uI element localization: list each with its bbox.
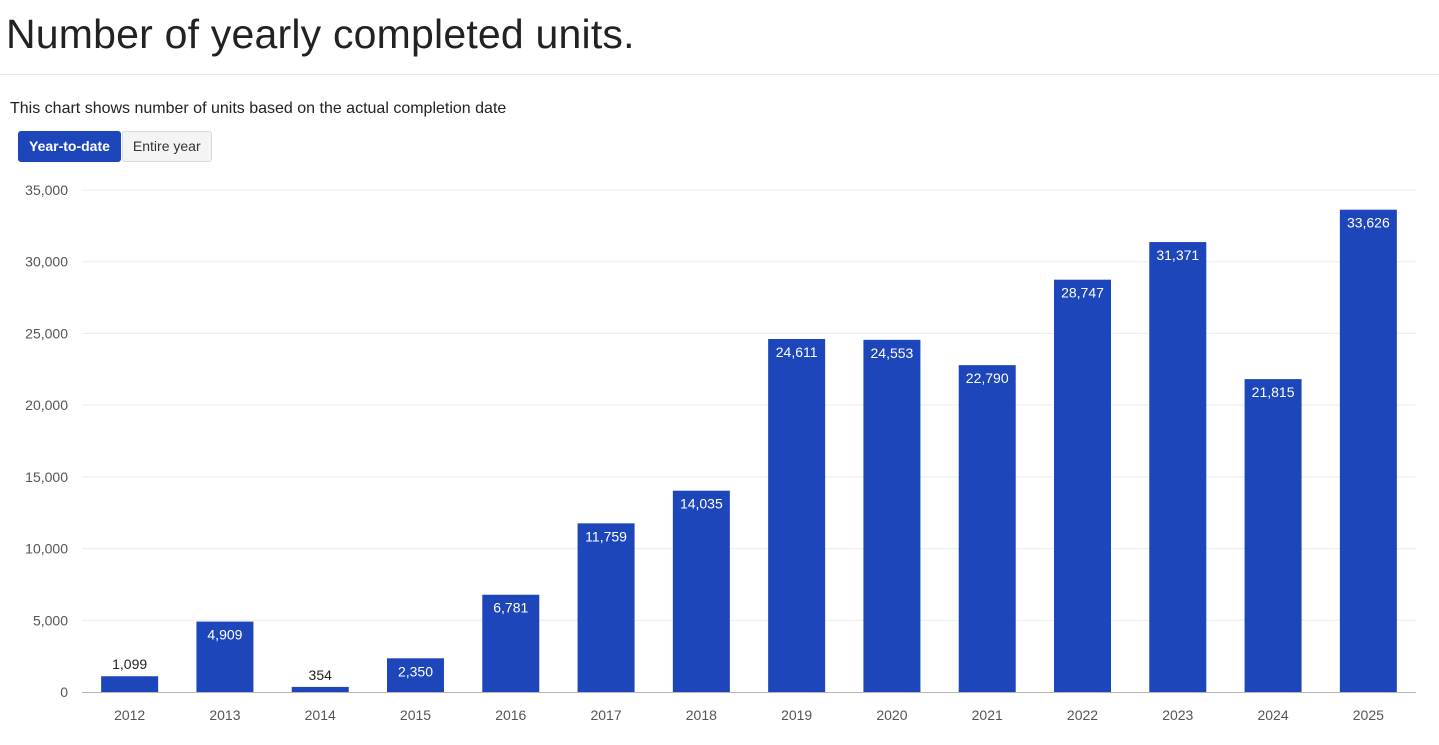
y-tick-label: 0 — [60, 684, 68, 700]
bar-value-label: 22,790 — [966, 370, 1009, 386]
entire-year-button[interactable]: Entire year — [121, 131, 212, 162]
y-tick-label: 25,000 — [25, 325, 68, 341]
bar-value-label: 6,781 — [493, 600, 528, 616]
bar-2024[interactable] — [1244, 379, 1302, 692]
year-to-date-button[interactable]: Year-to-date — [18, 131, 121, 162]
bar-value-label: 24,611 — [776, 344, 818, 360]
x-tick-label: 2016 — [495, 707, 526, 723]
bar-value-label: 28,747 — [1061, 285, 1104, 301]
bar-value-label: 31,371 — [1156, 247, 1199, 263]
bar-2014[interactable] — [291, 686, 349, 692]
bar-value-label: 24,553 — [871, 345, 914, 361]
y-tick-label: 10,000 — [25, 541, 68, 557]
y-tick-label: 15,000 — [25, 469, 68, 485]
x-tick-label: 2014 — [305, 707, 336, 723]
bar-2025[interactable] — [1339, 209, 1397, 692]
y-axis-ticks: 0 5,000 10,000 15,000 20,000 25,000 30,000 35,0… — [25, 182, 68, 700]
bars — [101, 209, 1397, 692]
x-tick-label: 2022 — [1067, 707, 1098, 723]
bar-value-label: 11,759 — [585, 528, 627, 544]
y-tick-label: 5,000 — [33, 612, 68, 628]
x-tick-label: 2012 — [114, 707, 145, 723]
x-tick-label: 2020 — [876, 707, 907, 723]
bar-value-label: 4,909 — [207, 627, 242, 643]
bar-2012[interactable] — [101, 676, 159, 692]
bar-2023[interactable] — [1149, 242, 1207, 692]
bar-value-labels: 1,099 4,909 354 2,350 6,781 11,759 14,035 24,61… — [112, 215, 1390, 683]
bar-2020[interactable] — [863, 339, 921, 692]
bar-2019[interactable] — [768, 339, 826, 692]
x-tick-label: 2025 — [1353, 707, 1384, 723]
x-tick-label: 2019 — [781, 707, 812, 723]
bar-2022[interactable] — [1054, 279, 1111, 692]
y-tick-label: 20,000 — [25, 397, 68, 413]
x-tick-label: 2024 — [1257, 707, 1288, 723]
y-tick-label: 30,000 — [25, 254, 68, 270]
bar-value-label: 21,815 — [1252, 384, 1295, 400]
period-toggle: Year-to-date Entire year — [18, 131, 212, 162]
chart-description: This chart shows number of units based o… — [10, 100, 507, 117]
title-divider — [0, 74, 1439, 75]
y-tick-label: 35,000 — [25, 182, 68, 198]
bar-2018[interactable] — [672, 490, 730, 692]
x-tick-label: 2023 — [1162, 707, 1193, 723]
bar-2016[interactable] — [482, 594, 540, 692]
bar-2015[interactable] — [387, 658, 444, 692]
grid-lines — [82, 189, 1416, 621]
bar-value-label: 2,350 — [398, 663, 433, 679]
x-tick-label: 2018 — [686, 707, 717, 723]
bar-2013[interactable] — [196, 621, 254, 692]
x-axis-ticks: 2012 2013 2014 2015 2016 2017 2018 2019 2020 2021… — [114, 707, 1384, 723]
bar-chart: 0 5,000 10,000 15,000 20,000 25,000 30,000 35,0… — [25, 182, 1416, 723]
bar-value-label: 14,035 — [680, 496, 723, 512]
bar-value-label: 33,626 — [1347, 215, 1390, 231]
bar-2021[interactable] — [958, 365, 1016, 692]
x-tick-label: 2013 — [209, 707, 240, 723]
page-title: Number of yearly completed units. — [6, 11, 635, 57]
x-tick-label: 2015 — [400, 707, 431, 723]
bar-2017[interactable] — [577, 523, 635, 692]
bar-value-label: 354 — [309, 667, 333, 683]
x-tick-label: 2021 — [972, 707, 1003, 723]
x-tick-label: 2017 — [590, 707, 621, 723]
bar-value-label: 1,099 — [112, 656, 147, 672]
